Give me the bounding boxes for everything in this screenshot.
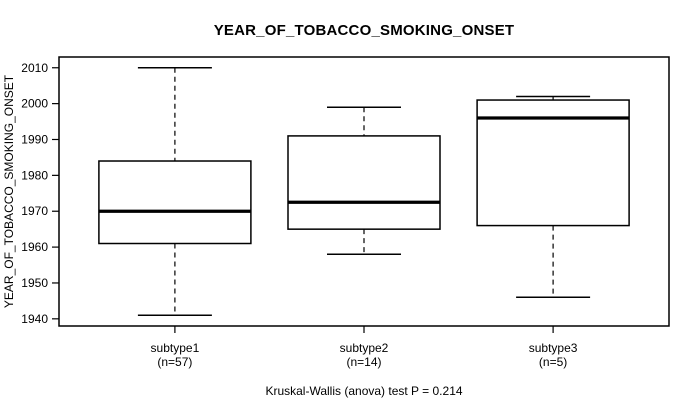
iqr-box	[98, 160, 252, 245]
y-tick-label: 1940	[21, 312, 48, 326]
y-tick-label: 2010	[21, 61, 48, 75]
x-group-label: subtype1	[151, 341, 200, 355]
y-axis-label: YEAR_OF_TOBACCO_SMOKING_ONSET	[2, 74, 16, 308]
y-tick-label: 1970	[21, 204, 48, 218]
x-group-sublabel: (n=14)	[346, 355, 381, 369]
iqr-box	[476, 99, 630, 227]
stat-test-caption: Kruskal-Wallis (anova) test P = 0.214	[265, 384, 463, 398]
y-tick-label: 1950	[21, 276, 48, 290]
x-group-sublabel: (n=57)	[157, 355, 192, 369]
iqr-box	[287, 135, 441, 230]
y-tick-label: 1980	[21, 168, 48, 182]
x-group-sublabel: (n=5)	[539, 355, 567, 369]
x-group-label: subtype3	[529, 341, 578, 355]
y-tick-label: 2000	[21, 97, 48, 111]
chart-title: YEAR_OF_TOBACCO_SMOKING_ONSET	[213, 22, 515, 39]
y-tick-label: 1960	[21, 240, 48, 254]
x-group-label: subtype2	[340, 341, 389, 355]
y-tick-label: 1990	[21, 132, 48, 146]
